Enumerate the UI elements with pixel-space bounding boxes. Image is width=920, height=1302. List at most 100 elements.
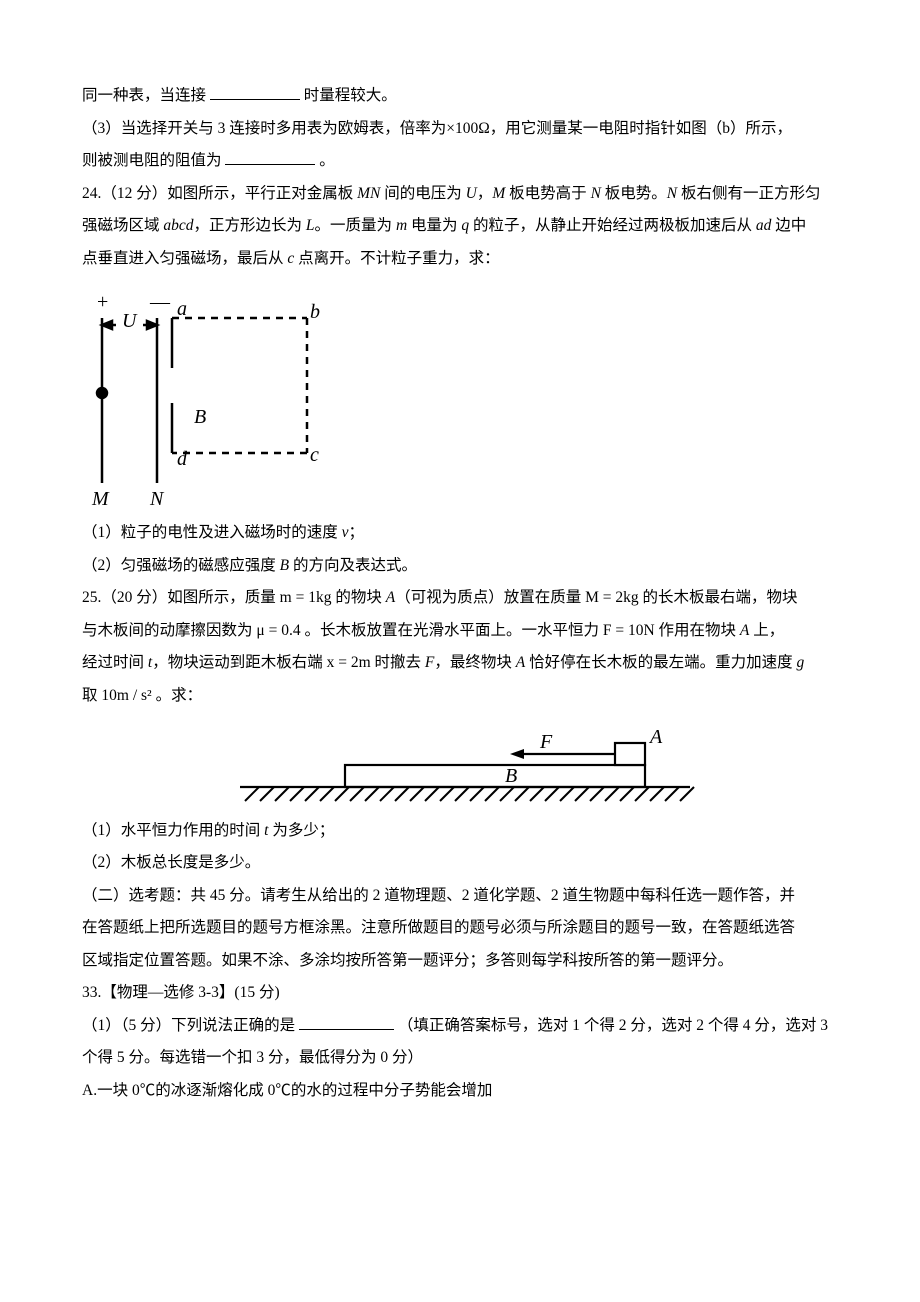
q24-line2: 强磁场区域 abcd，正方形边长为 L。一质量为 m 电量为 q 的粒子，从静止… [82, 210, 838, 243]
var-N: N [591, 185, 601, 202]
txt: 区域指定位置答题。如果不涂、多涂均按所答第一题评分；多答则每学科按所答的第一题评… [82, 952, 733, 969]
var-L: L [306, 217, 315, 234]
q25-line2: 与木板间的动摩擦因数为 μ = 0.4 。长木板放置在光滑水平面上。一水平恒力 … [82, 615, 838, 648]
line-same-meter: 同一种表，当连接 时量程较大。 [82, 80, 838, 113]
eq-M: M = 2kg [585, 589, 639, 606]
txt: 的物块 [331, 589, 385, 606]
txt: 上， [749, 622, 784, 639]
eq-x: x = 2m [327, 654, 371, 671]
label-U: U [122, 310, 138, 332]
q33-line2: 个得 5 分。每选错一个扣 3 分，最低得分为 0 分） [82, 1042, 838, 1075]
txt: 33.【物理—选修 3-3】(15 分) [82, 984, 280, 1001]
txt: （1）粒子的电性及进入磁场时的速度 [82, 524, 342, 541]
txt: （填正确答案标号，选对 1 个得 2 分，选对 2 个得 4 分，选对 3 [398, 1017, 828, 1034]
txt: 电量为 [407, 217, 461, 234]
var-U: U [466, 185, 477, 202]
eq-F: F = 10N [603, 622, 655, 639]
txt: （1）水平恒力作用的时间 [82, 822, 264, 839]
txt: 25.（20 分）如图所示，质量 [82, 589, 280, 606]
txt: 。求： [152, 687, 202, 704]
q24-sub2: （2）匀强磁场的磁感应强度 B 的方向及表达式。 [82, 550, 838, 583]
txt: 作用在物块 [655, 622, 740, 639]
var-N: N [667, 185, 677, 202]
label-A: A [648, 726, 663, 748]
txt: 的粒子，从静止开始经过两极板加速后从 [469, 217, 756, 234]
txt: 。长木板放置在光滑水平面上。一水平恒力 [301, 622, 603, 639]
label-d: d [177, 448, 188, 470]
line-q3-ohm-2: 则被测电阻的阻值为 。 [82, 145, 838, 178]
txt: 边中 [771, 217, 806, 234]
txt: 间的电压为 [380, 185, 465, 202]
q24-diagram-svg: + — U a b c d B M N [82, 283, 332, 513]
txt: ，物块运动到距木板右端 [152, 654, 326, 671]
txt: 与木板间的动摩擦因数为 [82, 622, 256, 639]
txt: 同一种表，当连接 [82, 87, 206, 104]
eq-g: 10m / s² [101, 687, 151, 704]
q25-line4: 取 10m / s² 。求： [82, 680, 838, 713]
label-F: F [539, 731, 553, 753]
q33-line1: （1）（5 分）下列说法正确的是 （填正确答案标号，选对 1 个得 2 分，选对… [82, 1010, 838, 1043]
txt: 取 [82, 687, 101, 704]
var-m: m [396, 217, 407, 234]
txt: 的方向及表达式。 [289, 557, 417, 574]
txt: 经过时间 [82, 654, 148, 671]
txt: 恰好停在长木板的最左端。重力加速度 [525, 654, 796, 671]
eq-m: m = 1kg [280, 589, 332, 606]
txt: （二）选考题：共 45 分。请考生从给出的 2 道物理题、2 道化学题、2 道生… [82, 887, 795, 904]
txt: 为多少； [268, 822, 334, 839]
section2-line2: 在答题纸上把所选题目的题号方框涂黑。注意所做题目的题号必须与所涂题目的题号一致，… [82, 912, 838, 945]
txt: 。 [319, 152, 335, 169]
var-g: g [797, 654, 805, 671]
label-b: b [310, 301, 320, 323]
txt: ； [349, 524, 365, 541]
var-B: B [280, 557, 289, 574]
label-B: B [505, 765, 517, 787]
q33-optA: A.一块 0℃的冰逐渐熔化成 0℃的水的过程中分子势能会增加 [82, 1075, 838, 1108]
var-A: A [386, 589, 395, 606]
var-ad: ad [756, 217, 772, 234]
txt: ，最终物块 [434, 654, 515, 671]
txt: 点垂直进入匀强磁场，最后从 [82, 250, 287, 267]
q33-head: 33.【物理—选修 3-3】(15 分) [82, 977, 838, 1010]
label-c: c [310, 444, 319, 466]
txt: 板电势。 [601, 185, 667, 202]
txt: 则被测电阻的阻值为 [82, 152, 222, 169]
label-M: M [91, 488, 110, 510]
txt: （1）（5 分）下列说法正确的是 [82, 1017, 295, 1034]
q24-sub1: （1）粒子的电性及进入磁场时的速度 v； [82, 517, 838, 550]
line-q3-ohm: （3）当选择开关与 3 连接时多用表为欧姆表，倍率为×100Ω，用它测量某一电阻… [82, 113, 838, 146]
var-M: M [492, 185, 505, 202]
section2-line3: 区域指定位置答题。如果不涂、多涂均按所答第一题评分；多答则每学科按所答的第一题评… [82, 945, 838, 978]
plus-icon: + [97, 291, 108, 313]
txt: ， [477, 185, 493, 202]
txt: 。一质量为 [315, 217, 396, 234]
label-N: N [149, 488, 165, 510]
eq-mu: μ = 0.4 [256, 622, 300, 639]
q25-line3: 经过时间 t，物块运动到距木板右端 x = 2m 时撤去 F，最终物块 A 恰好… [82, 647, 838, 680]
txt: 强磁场区域 [82, 217, 163, 234]
txt: （2）木板总长度是多少。 [82, 854, 260, 871]
txt: 时撤去 [371, 654, 425, 671]
var-q: q [461, 217, 469, 234]
txt: 点离开。不计粒子重力，求： [294, 250, 499, 267]
txt: 板右侧有一正方形匀 [677, 185, 820, 202]
var-abcd: abcd [163, 217, 193, 234]
section2-line1: （二）选考题：共 45 分。请考生从给出的 2 道物理题、2 道化学题、2 道生… [82, 880, 838, 913]
minus-icon: — [149, 291, 171, 313]
txt: A.一块 0℃的冰逐渐熔化成 0℃的水的过程中分子势能会增加 [82, 1082, 492, 1099]
blank-connection [210, 84, 300, 101]
blank-q33 [299, 1013, 394, 1030]
txt: 的长木板最右端，物块 [639, 589, 798, 606]
txt: （2）匀强磁场的磁感应强度 [82, 557, 280, 574]
blank-resistance [225, 149, 315, 166]
q25-diagram-svg: F A B [210, 721, 710, 811]
exam-page: 同一种表，当连接 时量程较大。 （3）当选择开关与 3 连接时多用表为欧姆表，倍… [0, 0, 920, 1167]
var-MN: MN [357, 185, 380, 202]
txt: 时量程较大。 [304, 87, 397, 104]
var-F: F [425, 654, 434, 671]
txt: 24.（12 分）如图所示，平行正对金属板 [82, 185, 357, 202]
var-A: A [740, 622, 749, 639]
var-v: v [342, 524, 349, 541]
q24-line1: 24.（12 分）如图所示，平行正对金属板 MN 间的电压为 U，M 板电势高于… [82, 178, 838, 211]
label-a: a [177, 298, 187, 320]
